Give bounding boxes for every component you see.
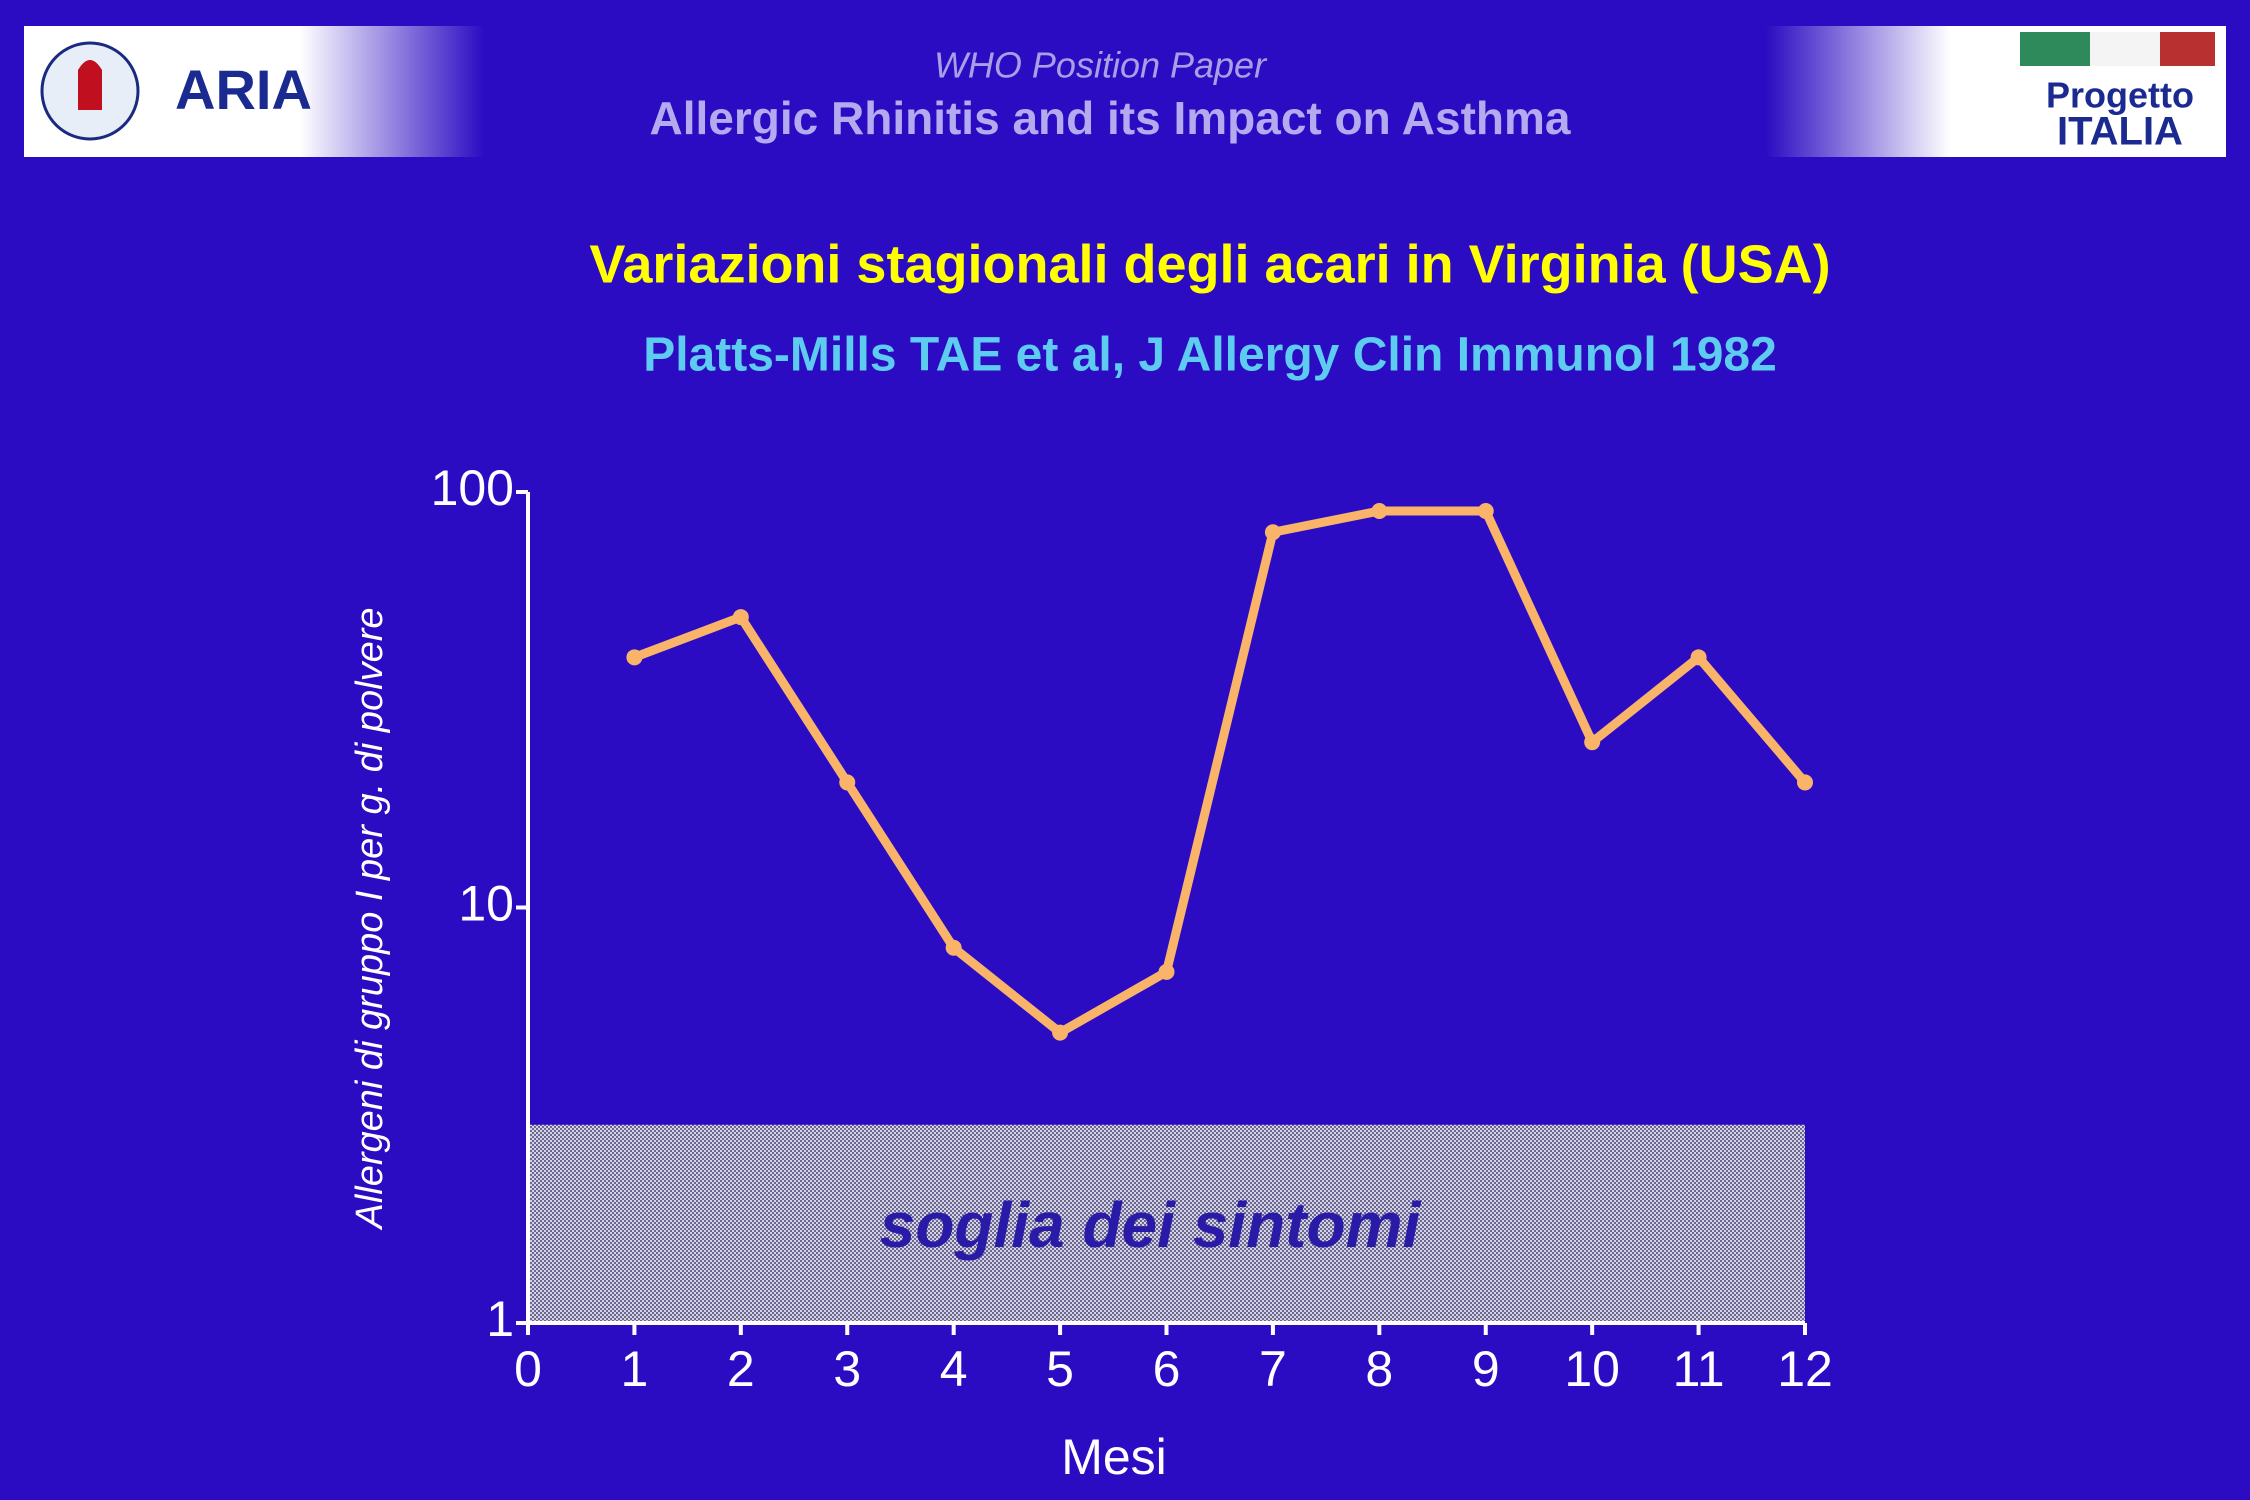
data-point — [945, 939, 962, 956]
flag-red — [2160, 32, 2215, 66]
threshold-label: soglia dei sintomi — [880, 1189, 1422, 1261]
data-point — [732, 609, 749, 626]
x-tick-label: 6 — [1153, 1341, 1181, 1397]
x-tick-label: 11 — [1673, 1341, 1725, 1397]
data-point — [1690, 649, 1707, 666]
x-tick-label: 12 — [1777, 1341, 1833, 1397]
badge-line2: ITALIA — [2057, 110, 2183, 154]
x-tick-label: 4 — [940, 1341, 968, 1397]
data-point — [1584, 734, 1601, 751]
x-tick-label: 10 — [1564, 1341, 1620, 1397]
flag-white — [2090, 32, 2160, 66]
badge-line1: Progetto — [2046, 75, 2194, 116]
x-tick-label: 5 — [1046, 1341, 1074, 1397]
data-point — [1477, 503, 1494, 520]
header-title: Allergic Rhinitis and its Impact on Asth… — [650, 92, 1571, 144]
y-tick-label: 100 — [431, 460, 514, 516]
x-axis-label: Mesi — [1061, 1429, 1167, 1485]
data-point — [626, 649, 643, 666]
data-point — [1158, 963, 1175, 980]
x-tick-label: 0 — [514, 1341, 542, 1397]
data-point — [1371, 503, 1388, 520]
x-tick-label: 2 — [727, 1341, 755, 1397]
threshold-band — [528, 1124, 1805, 1323]
x-tick-label: 1 — [621, 1341, 649, 1397]
y-axis-label: Allergeni di gruppo I per g. di polvere — [349, 607, 391, 1230]
y-tick-label: 10 — [458, 876, 514, 932]
logo-text: ARIA — [175, 58, 312, 121]
header-kicker: WHO Position Paper — [934, 45, 1268, 86]
data-point — [1797, 774, 1813, 791]
flag-green — [2020, 32, 2090, 66]
y-tick-label: 1 — [486, 1291, 514, 1347]
data-point — [1264, 524, 1281, 541]
x-tick-label: 3 — [833, 1341, 861, 1397]
data-line — [632, 506, 1809, 1038]
x-tick-label: 7 — [1259, 1341, 1287, 1397]
x-tick-label: 9 — [1472, 1341, 1500, 1397]
chart-title: Variazioni stagionali degli acari in Vir… — [589, 234, 1830, 294]
chart-subtitle: Platts-Mills TAE et al, J Allergy Clin I… — [643, 329, 1777, 382]
logo-figure — [78, 60, 102, 110]
data-point — [1052, 1024, 1069, 1041]
data-point — [839, 774, 856, 791]
x-tick-label: 8 — [1365, 1341, 1393, 1397]
